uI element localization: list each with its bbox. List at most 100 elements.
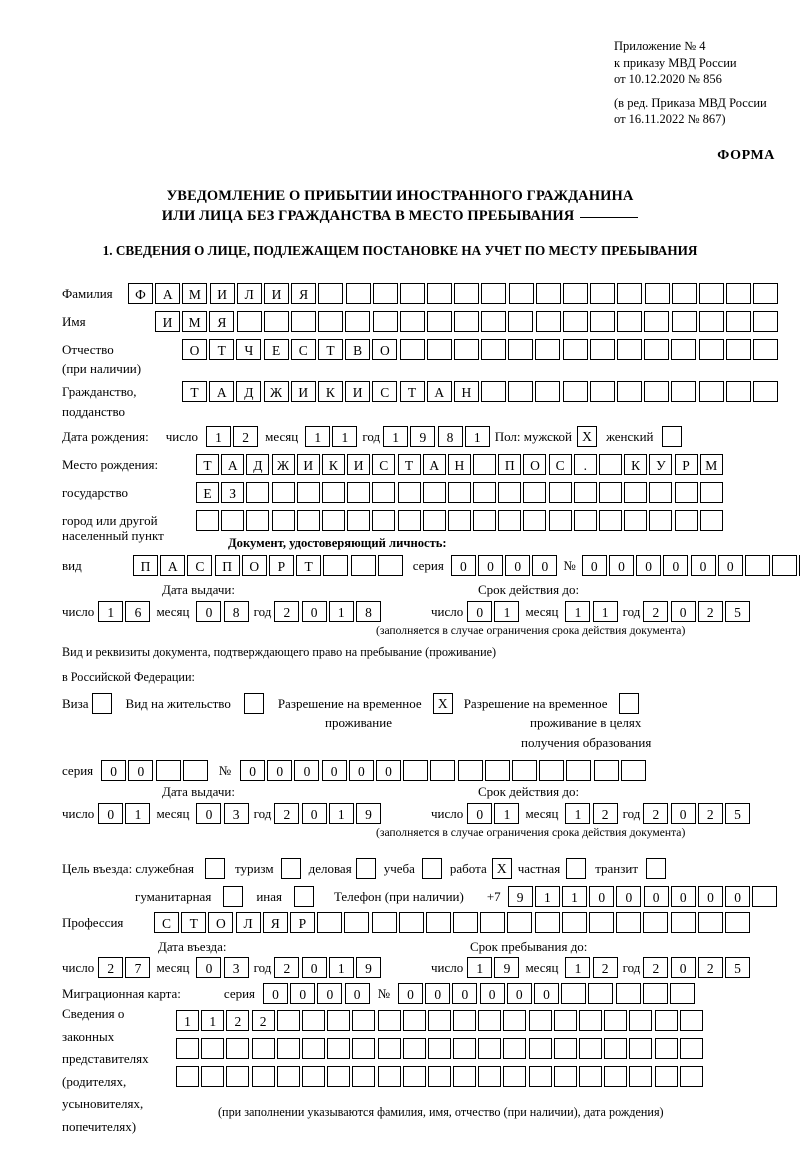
comb-cell[interactable]: Т (182, 381, 207, 402)
comb-cell[interactable] (654, 1038, 678, 1059)
comb-cell[interactable]: И (155, 311, 180, 332)
comb-cell[interactable] (507, 912, 533, 933)
comb-cell[interactable] (698, 311, 724, 332)
comb-cell[interactable] (397, 482, 421, 503)
comb-cell[interactable] (573, 482, 597, 503)
comb-cell[interactable] (725, 381, 751, 402)
comb-cell[interactable]: Т (196, 454, 219, 475)
comb-cell[interactable]: 1 (592, 601, 618, 622)
comb-cell[interactable] (176, 1066, 199, 1087)
comb-cell[interactable]: 0 (663, 555, 689, 576)
comb-cell[interactable] (553, 1038, 577, 1059)
comb-cell[interactable] (372, 482, 396, 503)
comb-cell[interactable]: 0 (533, 983, 559, 1004)
comb-cell[interactable] (561, 912, 587, 933)
comb-cell[interactable] (430, 760, 456, 781)
comb-cell[interactable] (182, 760, 208, 781)
comb-cell[interactable] (523, 510, 547, 531)
comb-cell[interactable] (528, 1038, 552, 1059)
comb-cell[interactable] (473, 510, 497, 531)
comb-cell[interactable]: 1 (565, 803, 591, 824)
comb-cell[interactable]: 0 (479, 983, 505, 1004)
comb-cell[interactable] (644, 339, 670, 360)
comb-cell[interactable] (698, 381, 724, 402)
comb-cell[interactable] (426, 339, 452, 360)
comb-cell[interactable] (511, 760, 537, 781)
comb-cell[interactable] (599, 454, 622, 475)
comb-cell[interactable]: 0 (690, 555, 716, 576)
comb-cell[interactable]: 5 (724, 601, 750, 622)
comb-cell[interactable] (617, 339, 642, 360)
comb-cell[interactable] (327, 1010, 351, 1031)
comb-cell[interactable]: 0 (725, 886, 751, 907)
comb-cell[interactable] (697, 912, 723, 933)
comb-cell[interactable] (352, 1066, 376, 1087)
comb-cell[interactable]: А (426, 381, 452, 402)
comb-cell[interactable] (480, 912, 506, 933)
comb-cell[interactable]: 0 (98, 803, 124, 824)
comb-cell[interactable] (674, 482, 698, 503)
comb-cell[interactable] (481, 381, 507, 402)
comb-cell[interactable]: Я (291, 283, 317, 304)
comb-cell[interactable]: 1 (562, 886, 588, 907)
comb-cell[interactable] (377, 1010, 401, 1031)
comb-cell[interactable]: 2 (643, 601, 669, 622)
comb-cell[interactable] (562, 311, 588, 332)
comb-cell[interactable]: 2 (251, 1010, 275, 1031)
comb-cell[interactable]: 0 (670, 886, 696, 907)
comb-cell[interactable] (251, 1038, 275, 1059)
comb-cell[interactable] (615, 983, 641, 1004)
comb-cell[interactable]: У (649, 454, 673, 475)
comb-cell[interactable]: 0 (196, 601, 222, 622)
comb-cell[interactable] (724, 912, 750, 933)
comb-cell[interactable] (453, 912, 479, 933)
comb-cell[interactable]: А (221, 454, 245, 475)
comb-cell[interactable]: 2 (226, 1010, 250, 1031)
comb-cell[interactable]: 1 (98, 601, 124, 622)
comb-cell[interactable]: Л (235, 912, 261, 933)
comb-cell[interactable]: С (187, 555, 213, 576)
comb-cell[interactable] (654, 1010, 678, 1031)
comb-cell[interactable] (752, 339, 778, 360)
comb-cell[interactable] (453, 1010, 477, 1031)
comb-cell[interactable] (590, 283, 616, 304)
purpose-service-checkbox[interactable] (204, 858, 225, 879)
comb-cell[interactable]: Р (674, 454, 698, 475)
comb-cell[interactable] (453, 339, 479, 360)
comb-cell[interactable]: З (221, 482, 245, 503)
comb-cell[interactable]: И (296, 454, 320, 475)
comb-cell[interactable] (553, 1010, 577, 1031)
comb-cell[interactable] (371, 912, 397, 933)
comb-cell[interactable] (271, 482, 295, 503)
comb-cell[interactable]: 2 (274, 601, 300, 622)
comb-cell[interactable] (503, 1038, 527, 1059)
comb-cell[interactable] (427, 1010, 451, 1031)
comb-cell[interactable] (276, 1038, 300, 1059)
comb-cell[interactable] (176, 1038, 199, 1059)
comb-cell[interactable]: 0 (636, 555, 662, 576)
comb-cell[interactable] (604, 1038, 628, 1059)
comb-cell[interactable]: В (345, 339, 371, 360)
comb-cell[interactable]: 1 (464, 426, 490, 447)
purpose-work-checkbox[interactable]: X (491, 858, 512, 879)
comb-cell[interactable]: 0 (670, 601, 696, 622)
comb-cell[interactable]: 6 (125, 601, 151, 622)
comb-cell[interactable]: Я (262, 912, 288, 933)
comb-cell[interactable]: П (498, 454, 522, 475)
comb-cell[interactable]: 0 (240, 760, 266, 781)
comb-cell[interactable] (679, 1038, 703, 1059)
comb-cell[interactable] (327, 1038, 351, 1059)
comb-cell[interactable]: 1 (328, 601, 354, 622)
comb-cell[interactable] (562, 339, 588, 360)
comb-cell[interactable] (725, 311, 751, 332)
comb-cell[interactable]: 0 (670, 957, 696, 978)
comb-cell[interactable]: 9 (355, 803, 381, 824)
comb-cell[interactable] (377, 555, 403, 576)
comb-cell[interactable] (508, 339, 534, 360)
